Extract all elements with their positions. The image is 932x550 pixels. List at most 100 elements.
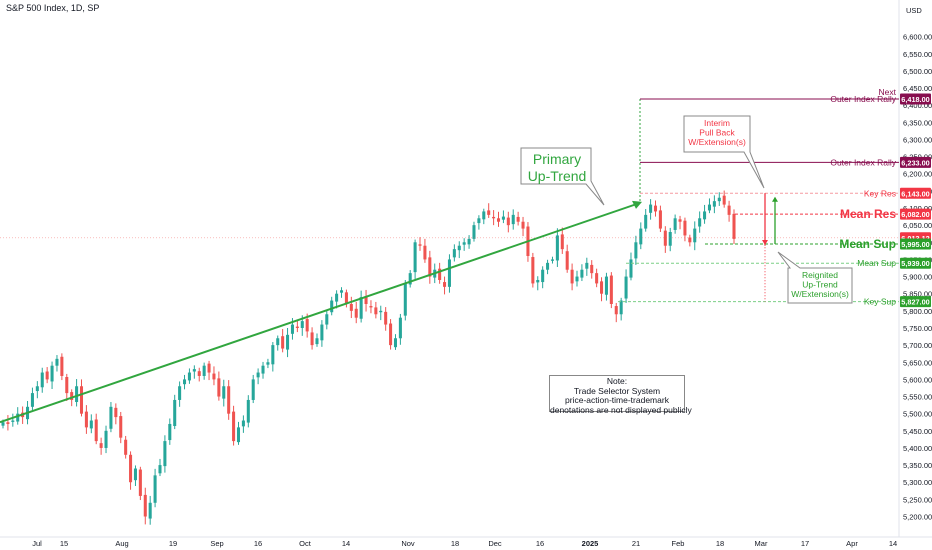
- candle-body: [276, 338, 280, 346]
- candle-body: [604, 276, 608, 295]
- y-tick-label: 5,700.00: [903, 341, 932, 350]
- candle-body: [143, 494, 147, 517]
- x-tick-label: 14: [889, 539, 897, 548]
- candle-body: [595, 273, 599, 284]
- candle-body: [668, 232, 672, 246]
- candle-body: [369, 306, 373, 308]
- candle-body: [109, 406, 113, 429]
- candle-body: [516, 216, 520, 222]
- y-tick-label: 6,400.00: [903, 101, 932, 110]
- candle-body: [55, 358, 59, 366]
- candle-body: [124, 439, 128, 455]
- candle-body: [398, 317, 402, 339]
- candle-body: [60, 356, 64, 376]
- candle-body: [570, 269, 574, 284]
- note-line: Trade Selector System: [573, 385, 661, 396]
- candle-body: [290, 324, 294, 334]
- candle-body: [349, 303, 353, 311]
- candle-body: [462, 242, 466, 245]
- candle-body: [79, 386, 84, 414]
- candle-body: [148, 502, 152, 519]
- x-tick-label: Mar: [755, 539, 768, 548]
- candle-body: [241, 420, 245, 427]
- candle-body: [550, 259, 554, 261]
- level-tag-bg: [900, 238, 931, 250]
- y-tick-label: 5,550.00: [903, 393, 932, 402]
- x-tick-label: Nov: [401, 539, 415, 548]
- candle-body: [614, 306, 618, 315]
- y-tick-label: 5,900.00: [903, 273, 932, 282]
- candle-body: [384, 311, 388, 325]
- candle-body: [712, 201, 716, 207]
- x-tick-label: Jul: [32, 539, 42, 548]
- y-tick-label: 5,450.00: [903, 427, 932, 436]
- level-tag-current: 6,013.12: [901, 234, 929, 243]
- level-tag-next-outer-index-rally: 6,418.00: [901, 95, 929, 104]
- candle-body: [330, 300, 334, 313]
- candle-body: [197, 371, 201, 376]
- candle-body: [300, 321, 304, 328]
- y-tick-label: 5,600.00: [903, 375, 932, 384]
- level-tag-mean-res: 6,082.00: [901, 210, 929, 219]
- candle-body: [45, 371, 49, 380]
- note-line: Note:: [606, 376, 628, 386]
- candle-body: [251, 379, 255, 400]
- candle-body: [634, 242, 638, 259]
- chart-title: S&P 500 Index, 1D, SP: [6, 3, 100, 13]
- candle-body: [600, 281, 604, 294]
- candle-body: [320, 324, 324, 341]
- level-label-mean-sup-bold: Mean Sup: [839, 237, 896, 251]
- y-tick-label: 5,200.00: [903, 513, 932, 522]
- level-label-key-res: Key Res: [864, 188, 896, 198]
- level-label-next-outer-index-rally: Outer Index Rally: [830, 94, 896, 104]
- candle-body: [232, 411, 236, 442]
- candle-body: [658, 210, 662, 229]
- candle-body: [732, 213, 736, 239]
- candle-body: [70, 392, 74, 400]
- candle-body: [178, 386, 182, 400]
- candle-body: [575, 276, 579, 282]
- level-tag-bg: [900, 93, 931, 105]
- candle-body: [501, 216, 505, 220]
- x-tick-label: Sep: [210, 539, 223, 548]
- candle-body: [227, 386, 231, 414]
- y-tick-label: 6,050.00: [903, 221, 932, 230]
- candle-body: [629, 259, 633, 278]
- y-tick-label: 6,350.00: [903, 118, 932, 127]
- candle-body: [477, 218, 481, 224]
- candle-body: [541, 269, 545, 283]
- candle-body: [1, 422, 5, 426]
- y-tick-label: 6,500.00: [903, 67, 932, 76]
- candle-body: [104, 430, 108, 448]
- candle-body: [624, 276, 628, 299]
- candle-body: [546, 262, 550, 270]
- candle-body: [153, 475, 157, 503]
- candle-body: [393, 338, 398, 348]
- candle-body: [707, 204, 711, 211]
- candle-body: [295, 326, 299, 328]
- candle-body: [403, 283, 407, 316]
- candle-body: [678, 219, 682, 222]
- y-tick-label: 5,850.00: [903, 290, 932, 299]
- reignited-text: Up-Trend: [802, 280, 838, 290]
- interim-pullback-text: Interim: [704, 118, 730, 128]
- reignited-box: [777, 251, 853, 304]
- candle-body: [418, 244, 422, 246]
- candle-body: [40, 372, 44, 388]
- candle-body: [6, 422, 10, 424]
- candle-body: [168, 423, 172, 441]
- reignited-text: W/Extension(s): [791, 289, 849, 299]
- candle-body: [35, 386, 39, 392]
- candle-body: [207, 363, 211, 373]
- candle-body: [202, 365, 206, 376]
- candle-body: [305, 319, 309, 332]
- candle-body: [379, 310, 383, 313]
- candle-body: [271, 345, 275, 365]
- candle-body: [649, 204, 653, 213]
- candle-body: [727, 205, 731, 215]
- candle-body: [452, 249, 456, 258]
- level-label-top-next-outer-index-rally: Next: [879, 87, 897, 97]
- candle-body: [423, 245, 427, 260]
